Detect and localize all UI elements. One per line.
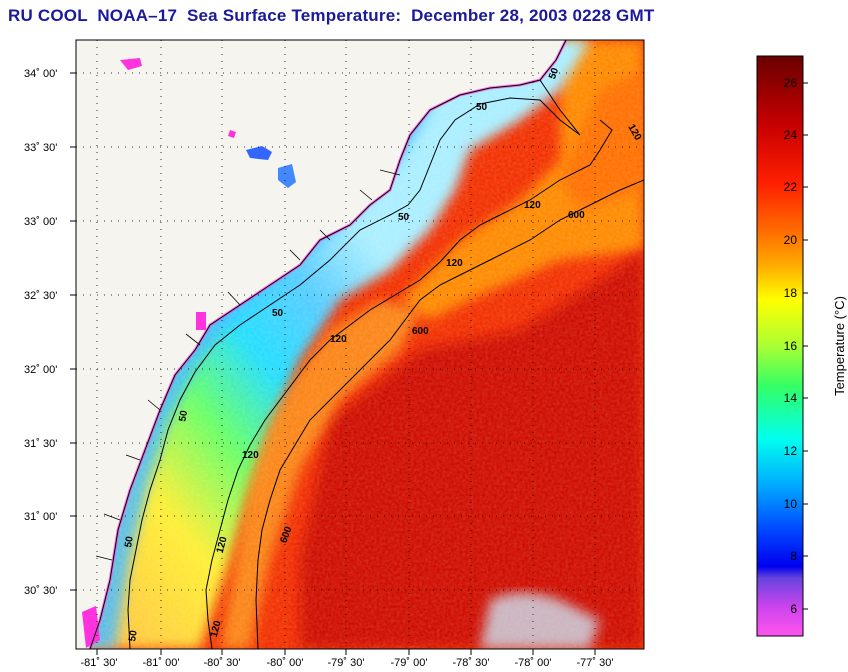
contour-label-120-a: 120 <box>524 200 541 211</box>
cape-spit <box>539 79 581 136</box>
map-frame <box>75 39 645 650</box>
contour-label-120-c: 120 <box>330 334 347 345</box>
lon-label-78-00: -78˚ 00' <box>515 657 552 669</box>
lon-label-77-30: -77˚ 30' <box>577 657 614 669</box>
lat-label-33-30: 33˚ 30' <box>24 142 57 154</box>
lat-label-31-00: 31˚ 00' <box>24 511 57 523</box>
colorbar-label: Temperature (°C) <box>832 296 847 396</box>
lon-label-78-30: -78˚ 30' <box>453 657 490 669</box>
colorbar-tick-12: 12 <box>784 444 798 458</box>
cold-spot-3 <box>278 164 296 188</box>
cold-spot-2 <box>246 146 272 160</box>
lat-label-30-30: 30˚ 30' <box>24 585 57 597</box>
isobath-120 <box>205 119 613 649</box>
contour-label-120-f: 120 <box>209 619 224 638</box>
colorbar-tick-24: 24 <box>784 128 798 142</box>
contour-label-50-e: 50 <box>123 535 136 548</box>
colorbar-ticks: 26 24 22 20 18 16 14 12 10 8 6 <box>784 76 808 616</box>
colorbar-tick-22: 22 <box>784 180 798 194</box>
colorbar-tick-20: 20 <box>784 233 798 247</box>
colorbar-gradient <box>756 55 804 637</box>
lon-label-80-30: -80˚ 30' <box>204 657 241 669</box>
colorbar-tick-26: 26 <box>784 76 798 90</box>
cold-spot-5 <box>82 606 100 648</box>
contour-label-120-b: 120 <box>446 258 463 269</box>
coastline <box>89 40 567 649</box>
cold-spot-1 <box>120 58 142 70</box>
lon-label-80-00: -80˚ 00' <box>267 657 304 669</box>
cloud-speckle-south <box>480 592 600 649</box>
lat-label-32-30: 32˚ 30' <box>24 290 57 302</box>
lat-label-31-30: 31˚ 30' <box>24 438 57 450</box>
colorbar-tick-18: 18 <box>784 286 798 300</box>
contour-label-600-b: 600 <box>412 326 429 337</box>
colorbar-tick-14: 14 <box>784 391 798 405</box>
lon-label-81-00: -81˚ 00' <box>143 657 180 669</box>
colorbar-tick-6: 6 <box>790 602 797 616</box>
land-area <box>76 40 566 649</box>
cold-spot-6 <box>196 312 206 330</box>
colorbar: 26 24 22 20 18 16 14 12 10 8 6 Temperatu… <box>756 55 847 637</box>
lat-label-33-00: 33˚ 00' <box>24 216 57 228</box>
river-inlets <box>95 169 401 561</box>
contour-label-50-b: 50 <box>398 212 410 223</box>
lon-label-81-30: -81˚ 30' <box>81 657 118 669</box>
contour-label-600-a: 600 <box>568 210 585 221</box>
latitude-axis: 34˚ 00' 33˚ 30' 33˚ 00' 32˚ 30' 32˚ 00' … <box>24 68 76 597</box>
colorbar-tick-10: 10 <box>784 497 798 511</box>
isobath-600 <box>255 179 644 649</box>
lat-label-34-00: 34˚ 00' <box>24 68 57 80</box>
colorbar-tick-16: 16 <box>784 339 798 353</box>
lon-label-79-00: -79˚ 00' <box>391 657 428 669</box>
lat-label-32-00: 32˚ 00' <box>24 364 57 376</box>
cold-spot-4 <box>228 130 236 138</box>
lon-label-79-30: -79˚ 30' <box>328 657 365 669</box>
colorbar-tick-8: 8 <box>790 549 797 563</box>
longitude-axis: -81˚ 30' -81˚ 00' -80˚ 30' -80˚ 00' -79˚… <box>81 649 614 669</box>
page-title: RU COOL NOAA–17 Sea Surface Temperature:… <box>8 6 655 25</box>
map-field <box>76 40 644 649</box>
contour-label-120-d: 120 <box>242 450 259 461</box>
contour-label-50-a: 50 <box>476 102 488 113</box>
contour-label-50-f: 50 <box>127 629 140 642</box>
isobath-50 <box>127 97 581 649</box>
contour-label-50-c: 50 <box>272 308 284 319</box>
contour-label-50-d: 50 <box>177 409 190 422</box>
contour-label-50-g: 50 <box>547 66 561 81</box>
